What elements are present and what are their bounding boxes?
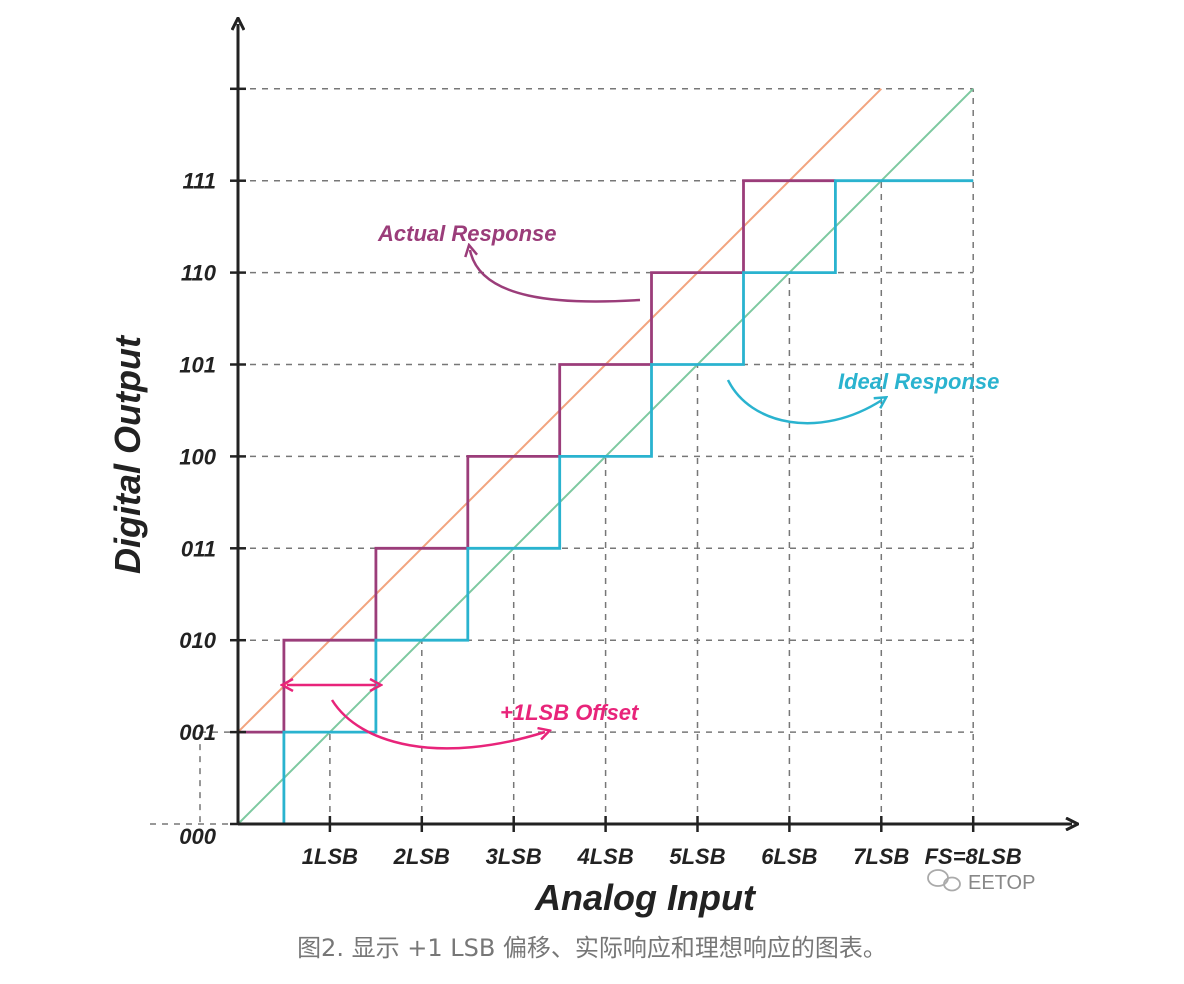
ideal-response-step [238,179,974,826]
actual-response-arrow [470,250,641,303]
y-tick-label: 101 [179,353,216,378]
y-tick-label: 001 [179,720,216,745]
y-tick-label: 100 [179,444,216,469]
x-tick-label: 2LSB [393,844,450,869]
x-tick-label: 4LSB [576,844,633,869]
offset-label: +1LSB Offset [500,700,640,725]
y-tick-label: 110 [181,261,217,286]
offset-pointer-arrow [330,699,545,750]
watermark: EETOP [927,869,1035,894]
x-tick-label: 7LSB [853,844,909,869]
y-tick-label: 010 [179,628,216,653]
x-tick-label: 6LSB [761,844,817,869]
actual-response-step [238,179,836,734]
x-axis-title: Analog Input [534,877,757,918]
axis-ticks: 000 001 010 011 100 101 110 111 1LSB 2LSB 3LSB 4LSB… [179,87,1022,869]
figure-caption: 图2. 显示 +1 LSB 偏移、实际响应和理想响应的图表。 [297,934,887,962]
watermark-text: EETOP [968,872,1035,894]
x-tick-label: 5LSB [669,844,725,869]
y-axis-title: Digital Output [107,334,148,574]
y-tick-label: 111 [183,169,216,194]
actual-response-label: Actual Response [377,221,557,246]
x-tick-label: 3LSB [486,844,542,869]
y-tick-label: 011 [181,536,216,561]
y-tick-label: 000 [179,824,216,849]
step-responses [238,179,974,826]
x-tick-label: 1LSB [302,844,358,869]
x-tick-label: FS=8LSB [925,844,1022,869]
chat-bubble-icon [927,869,961,892]
ideal-response-label: Ideal Response [838,369,999,394]
ideal-response-arrow [726,379,882,425]
